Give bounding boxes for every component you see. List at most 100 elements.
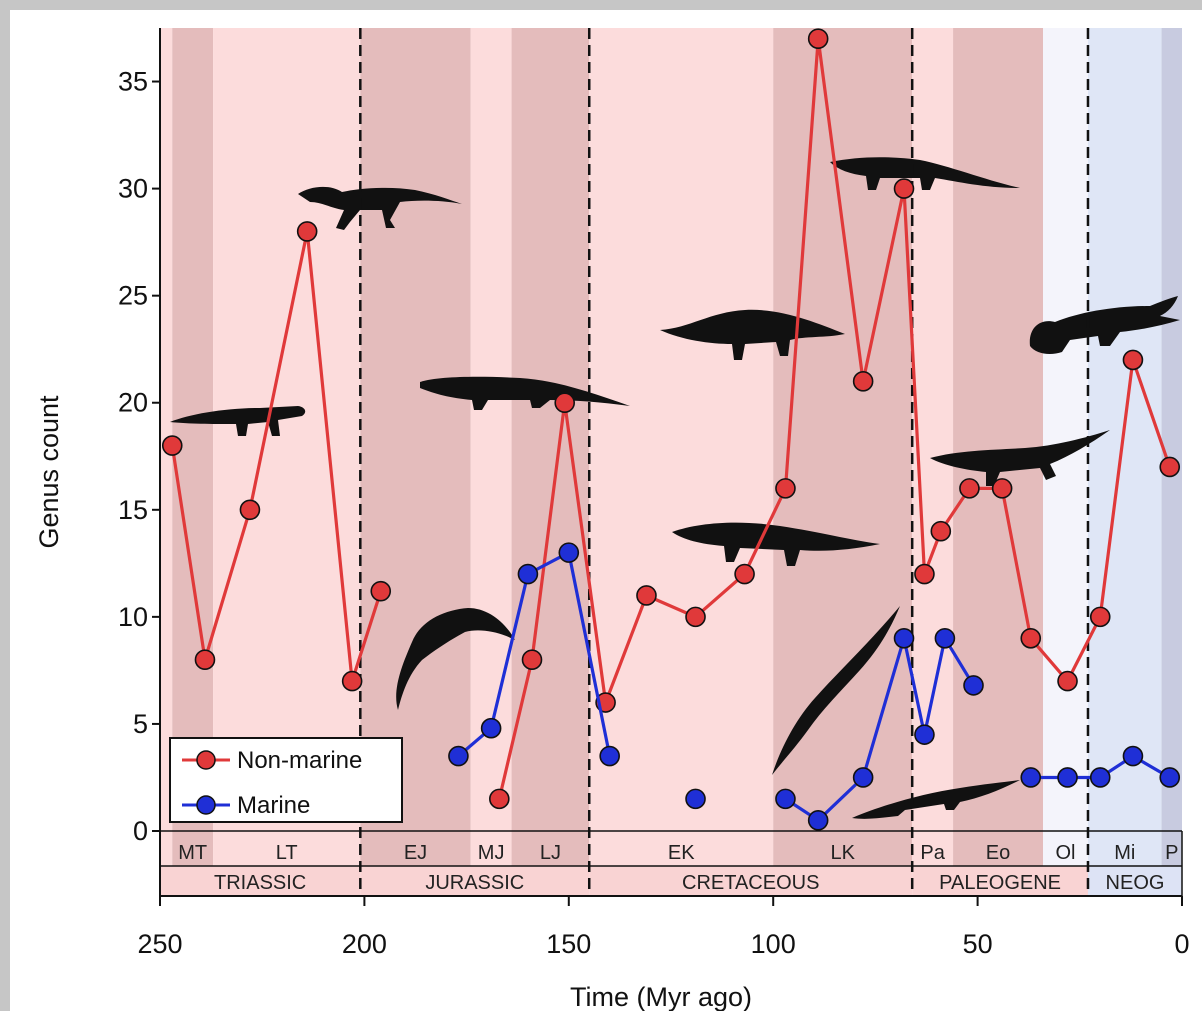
y-tick-label-10: 10 <box>118 602 148 632</box>
data-point-marine-63 <box>914 724 935 745</box>
data-point-non-marine-239 <box>194 649 216 670</box>
stage-band-ek <box>589 28 774 866</box>
y-tick-label-15: 15 <box>118 495 148 525</box>
figure-panel: MT LT EJ MJ LJ EK LK Pa Eo Ol Mi P TRIASSIC JURASSIC C… <box>10 10 1202 1011</box>
legend-label-non-marine: Non-marine <box>237 747 362 774</box>
data-point-non-marine-44 <box>991 478 1013 499</box>
y-tick-label-35: 35 <box>118 67 148 97</box>
stage-label-ol: Ol <box>1055 842 1075 864</box>
data-point-non-marine-228 <box>239 499 261 521</box>
data-point-non-marine-59 <box>930 520 952 542</box>
data-point-marine-58 <box>934 627 956 649</box>
period-label-neog: NEOG <box>1106 872 1165 894</box>
data-point-non-marine-12 <box>1122 349 1144 371</box>
x-tick-label-200: 200 <box>342 929 387 959</box>
data-point-non-marine-131 <box>636 585 657 606</box>
data-point-non-marine-28 <box>1057 670 1078 692</box>
period-band-cretaceous <box>589 866 913 896</box>
crocodylomorph-silhouette-icon <box>420 376 630 410</box>
stage-label-mi: Mi <box>1114 842 1135 864</box>
y-axis-title: Genus count <box>34 395 64 549</box>
stage-label-mj: MJ <box>478 842 505 864</box>
data-point-marine-169 <box>480 717 502 739</box>
stage-band-eo <box>953 28 1044 866</box>
y-tick-label-20: 20 <box>118 388 148 418</box>
period-label-cretaceous: CRETACEOUS <box>682 872 819 894</box>
data-point-non-marine-3 <box>1159 456 1181 478</box>
data-point-marine-150 <box>558 542 580 563</box>
period-band-jurassic <box>360 866 590 896</box>
crocodylomorph-silhouette-icon <box>170 406 306 436</box>
period-band-triassic <box>160 866 361 896</box>
series-non-marine <box>161 28 1181 810</box>
data-point-marine-119 <box>685 788 706 810</box>
stage-band-p <box>1161 28 1182 866</box>
period-band-neog <box>1087 866 1182 896</box>
data-point-marine-97 <box>775 788 796 810</box>
data-point-marine-12 <box>1122 745 1144 767</box>
data-point-marine-89 <box>807 809 829 831</box>
genus-count-chart: MT LT EJ MJ LJ EK LK Pa Eo Ol Mi P TRIASSIC JURASSIC C… <box>34 28 1190 1011</box>
stage-band-margin <box>160 28 173 890</box>
data-point-non-marine-247 <box>161 435 183 456</box>
data-point-marine-20 <box>1089 767 1111 788</box>
data-point-marine-78 <box>852 767 874 788</box>
y-tick-label-25: 25 <box>118 281 148 311</box>
data-point-marine-28 <box>1057 767 1078 788</box>
data-point-non-marine-89 <box>807 28 829 50</box>
data-point-non-marine-78 <box>852 371 874 392</box>
data-point-non-marine-119 <box>685 606 706 628</box>
data-point-non-marine-20 <box>1089 606 1111 628</box>
legend-marker-non-marine <box>196 750 216 770</box>
y-tick-label-30: 30 <box>118 174 148 204</box>
x-tick-label-250: 250 <box>137 929 182 959</box>
crocodylomorph-silhouette-icon <box>830 157 1020 190</box>
stage-band-ej <box>360 28 471 866</box>
data-point-non-marine-107 <box>734 563 755 585</box>
x-tick-label-50: 50 <box>963 929 993 959</box>
x-tick-label-100: 100 <box>751 929 796 959</box>
legend-marker-marine <box>196 795 216 815</box>
data-point-marine-3 <box>1159 767 1181 788</box>
axes: 0 5 10 15 20 25 30 35 250 200 150 100 50 0 <box>118 28 1190 959</box>
stage-band-lj <box>511 28 590 866</box>
y-tick-label-5: 5 <box>133 709 148 739</box>
thalattosuchian-silhouette-icon <box>396 608 515 710</box>
data-series <box>161 28 1181 831</box>
data-point-non-marine-37 <box>1020 627 1042 649</box>
series-marine <box>448 542 1181 831</box>
period-label-paleogene: PALEOGENE <box>939 872 1061 894</box>
stage-label-pa: Pa <box>920 842 945 864</box>
stage-label-lj: LJ <box>540 842 561 864</box>
data-point-marine-37 <box>1020 767 1042 788</box>
data-point-non-marine-151 <box>554 392 576 414</box>
x-tick-label-150: 150 <box>546 929 591 959</box>
legend-label-marine: Marine <box>237 792 310 819</box>
crocodile-silhouette-icon <box>1029 296 1180 354</box>
stage-label-mt: MT <box>178 842 207 864</box>
crocodylomorph-silhouette-icon <box>672 522 880 566</box>
stage-band-lt <box>213 28 361 866</box>
data-point-marine-51 <box>963 675 984 696</box>
crocodylomorph-silhouette-icon <box>930 430 1110 486</box>
data-point-non-marine-159 <box>521 649 543 670</box>
y-tick-label-0: 0 <box>133 816 148 846</box>
stage-label-p: P <box>1165 842 1178 864</box>
stage-label-lk: LK <box>830 842 855 864</box>
legend: Non-marine Marine <box>169 737 403 823</box>
x-tick-label-0: 0 <box>1174 929 1189 959</box>
x-axis-title: Time (Myr ago) <box>570 982 752 1011</box>
data-point-marine-140 <box>599 745 620 767</box>
data-point-non-marine-203 <box>341 670 363 692</box>
data-point-marine-160 <box>517 563 539 585</box>
data-point-non-marine-63 <box>914 563 935 585</box>
period-label-triassic: TRIASSIC <box>214 872 306 894</box>
data-point-non-marine-68 <box>893 178 915 199</box>
period-label-jurassic: JURASSIC <box>425 872 524 894</box>
crocodylomorph-silhouette-icon <box>298 186 462 230</box>
data-point-non-marine-214 <box>296 221 318 242</box>
stage-band-mi <box>1087 28 1162 866</box>
series-line-non-marine-0 <box>170 229 383 683</box>
data-point-marine-68 <box>893 627 915 649</box>
stage-label-ek: EK <box>668 842 695 864</box>
